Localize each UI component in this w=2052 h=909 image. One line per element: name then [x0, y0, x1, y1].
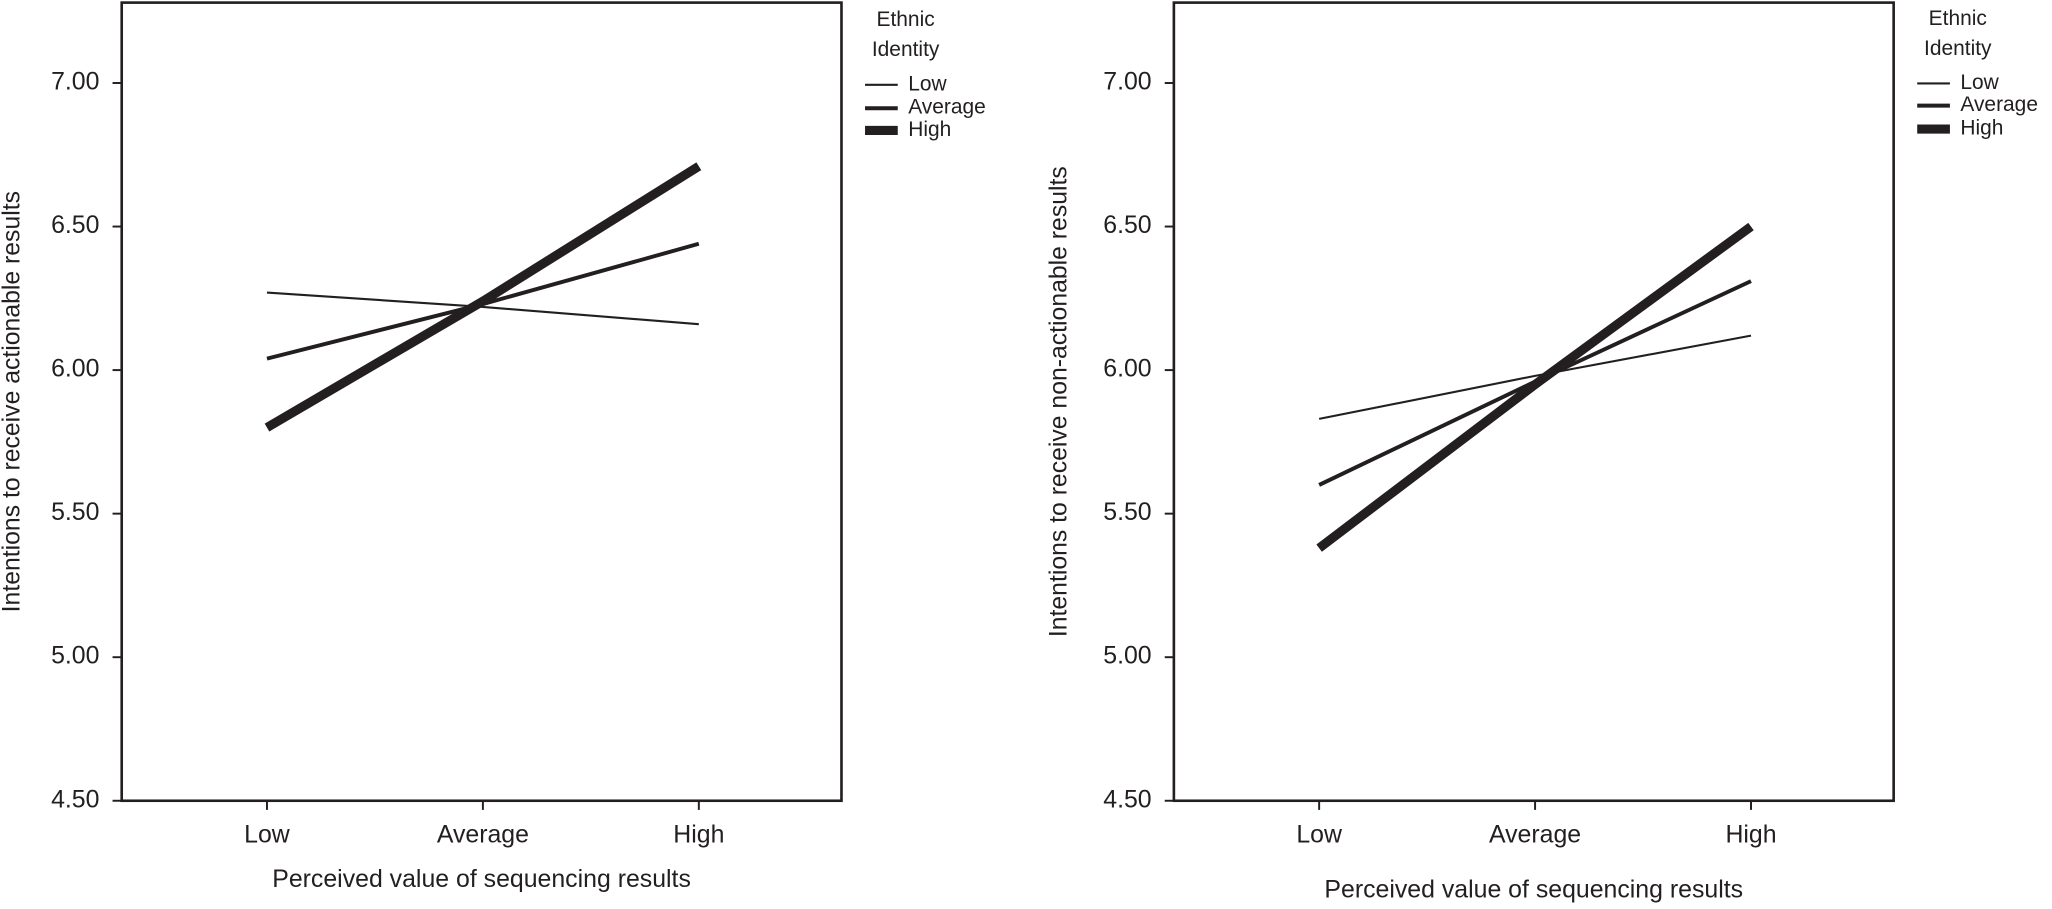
y-tick-label: 4.50 [1103, 786, 1151, 813]
y-tick-label: 6.00 [51, 356, 99, 383]
legend-title: Ethnic Identity [871, 9, 940, 62]
y-axis-label: Intentions to receive non-actionable res… [1046, 166, 1073, 637]
legend-label: High [908, 118, 951, 141]
y-tick-label: 7.00 [1103, 69, 1151, 96]
legend-label: Low [908, 72, 947, 95]
y-tick-label: 6.00 [1103, 356, 1151, 383]
x-tick-label: Low [244, 822, 290, 849]
plot-frame [1172, 1, 1895, 803]
y-tick-label: 5.00 [1103, 643, 1151, 670]
legend-label: Low [1960, 71, 1999, 94]
x-tick-label: Low [1296, 822, 1342, 849]
x-tick-label: High [1725, 822, 1776, 849]
y-tick-label: 5.50 [1103, 499, 1151, 526]
x-axis-label: Perceived value of sequencing results [1324, 876, 1743, 903]
plot-frame [120, 1, 843, 803]
legend-label: Average [908, 96, 986, 119]
y-axis-label: Intentions to receive actionable results [0, 191, 26, 612]
legend-title: Ethnic Identity [1924, 7, 1992, 60]
y-tick-label: 5.00 [51, 643, 99, 670]
y-tick-label: 6.50 [51, 212, 99, 239]
x-tick-label: High [673, 822, 724, 849]
legend-title-box: Ethnic Identity [1924, 7, 1992, 60]
x-tick-label: Average [437, 822, 529, 849]
series-line [266, 291, 699, 326]
series-line [1318, 334, 1752, 420]
x-axis-label: Perceived value of sequencing results [272, 866, 691, 893]
y-tick-label: 4.50 [51, 786, 99, 813]
y-tick-label: 7.00 [51, 69, 99, 96]
x-tick-label: Average [1489, 822, 1581, 849]
legend-title-box: Ethnic Identity [871, 9, 940, 62]
series-line [264, 162, 702, 432]
series-line [1316, 222, 1754, 552]
y-tick-label: 6.50 [1103, 212, 1151, 239]
y-tick-label: 5.50 [51, 499, 99, 526]
legend-label: High [1960, 117, 2003, 140]
legend-label: Average [1960, 93, 2038, 116]
